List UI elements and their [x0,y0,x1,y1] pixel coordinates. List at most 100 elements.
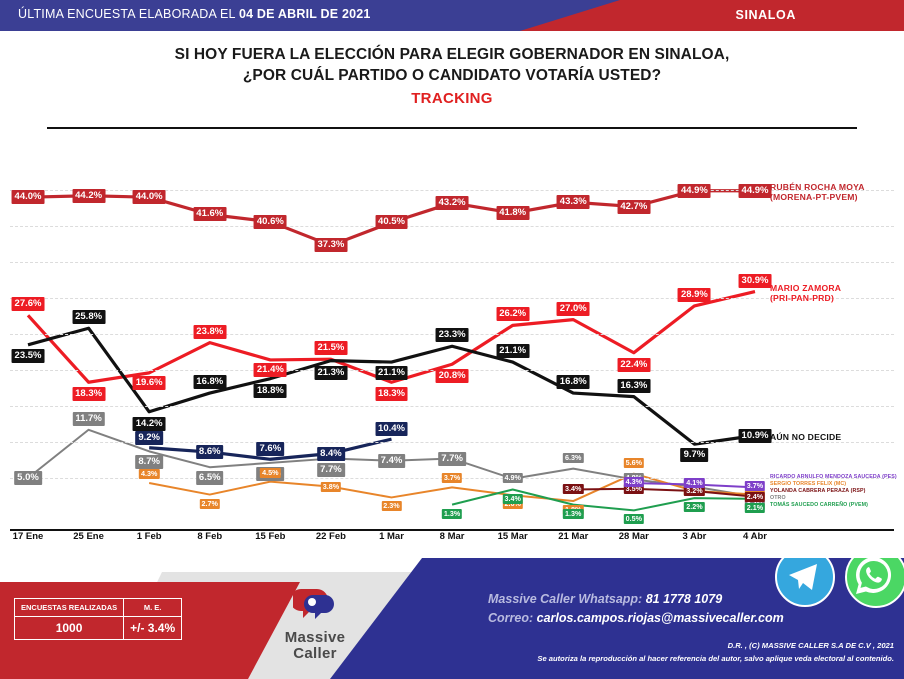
data-point-label: 2.2% [684,502,705,513]
page-title-tracking: TRACKING [411,90,493,107]
data-point-label: 3.7% [744,481,766,492]
data-point-label: 3.8% [320,481,342,492]
data-point-label: 11.7% [72,411,105,426]
minor-series-legend-label: RICARDO ARNULFO MENDOZA SAUCEDA (PES) [770,473,897,480]
data-point-label: 23.3% [435,328,469,343]
x-axis-tick-label: 22 Feb [315,531,346,542]
series-legend-name: MARIO ZAMORA [770,282,842,293]
data-point-label: 44.0% [132,190,166,205]
data-point-label: 18.3% [375,387,408,402]
tracking-line-chart: 44.0% 44.2% 44.0% 41.6% 40.6% 37.3% 40.5% 43.2%… [0,140,904,535]
chart-gridline [10,442,894,443]
series-legend-label: MARIO ZAMORA (PRI-PAN-PRD) [770,283,841,303]
whatsapp-icon[interactable] [845,558,904,608]
data-point-label: 21.1% [375,366,408,381]
chart-gridline [10,190,894,191]
data-point-label: 4.5% [260,467,281,478]
table-header-encuestas: ENCUESTAS REALIZADAS [13,598,125,617]
data-point-label: 37.3% [314,238,348,253]
x-axis-tick-label: 3 Abr [682,531,707,542]
table-row-values: 1000 +/- 3.4% [13,616,183,640]
table-value-encuestas: 1000 [13,616,125,640]
data-point-label: 19.6% [132,375,166,390]
data-point-label: 21.5% [314,341,348,356]
title-divider [47,127,857,129]
minor-series-legend-label: TOMÁS SAUCEDO CARREÑO (PVEM) [770,502,869,509]
x-axis-tick-label: 15 Mar [497,531,528,542]
chart-plot-area: 44.0% 44.2% 44.0% 41.6% 40.6% 37.3% 40.5% 43.2%… [0,140,904,535]
data-point-label: 7.4% [377,453,406,468]
x-axis-tick-label: 21 Mar [558,531,589,542]
footer-notice: Se autoriza la reproducción al hacer ref… [537,654,894,663]
series-legend-sub: (PRI-PAN-PRD) [770,292,835,303]
series-line [573,487,756,498]
data-point-label: 21.1% [496,344,530,359]
data-point-label: 16.8% [193,375,227,390]
page-title-line1: SI HOY FUERA LA ELECCIÓN PARA ELEGIR GOB… [174,46,730,63]
data-point-label: 41.8% [496,206,530,221]
x-axis-tick-label: 1 Feb [136,531,162,542]
data-point-label: 2.6% [502,499,523,510]
data-point-label: 44.9% [738,183,772,198]
x-axis-tick-label: 4 Abr [743,531,767,542]
footer-copyright: D.R. , (C) MASSIVE CALLER S.A DE C.V , 2… [727,641,894,650]
chart-title-block: SI HOY FUERA LA ELECCIÓN PARA ELEGIR GOB… [0,44,904,107]
top-header-bar: ÚLTIMA ENCUESTA ELABORADA EL 04 DE ABRIL… [0,0,904,31]
massive-caller-mark-icon [290,589,334,619]
header-blue-panel [0,0,620,31]
data-point-label: 1.3% [441,508,463,519]
data-point-label: 8.4% [317,446,345,461]
data-point-label: 41.6% [193,207,227,222]
data-point-label: 9.7% [680,448,709,463]
data-point-label: 2.3% [381,501,402,512]
series-line [27,326,756,446]
telegram-glyph-icon [789,564,817,590]
series-line [451,488,756,512]
data-point-label: 8.7% [135,455,163,470]
data-point-label: 2.4% [744,491,766,502]
data-point-label: 21.4% [253,362,287,377]
footer-whatsapp-label: Massive Caller Whatsapp: [488,592,643,606]
page-title-line2: ¿POR CUÁL PARTIDO O CANDIDATO VOTARÍA US… [242,67,662,84]
data-point-label: 43.2% [435,195,469,210]
data-point-label: 21.3% [314,365,348,380]
series-legend-label: AÚN NO DECIDE [770,432,841,442]
data-point-label: 27.0% [556,301,590,316]
chart-gridline [10,298,894,299]
x-axis-tick-label: 28 Mar [618,531,649,542]
series-line [149,437,392,461]
logo-text-massive: Massive [284,629,346,646]
header-survey-date-value: 04 DE ABRIL DE 2021 [238,7,371,21]
data-point-label: 18.3% [72,387,106,402]
data-point-label: 14.2% [132,416,166,431]
chart-x-axis-line [10,529,894,531]
chart-gridline [10,406,894,407]
data-point-label: 10.9% [738,428,772,443]
data-point-label: 3.7% [441,473,463,484]
x-axis-tick-label: 17 Ene [12,531,44,542]
data-point-label: 43.3% [556,195,590,210]
series-line [148,472,756,503]
data-point-label: 8.6% [195,445,224,460]
x-axis-tick-label: 1 Mar [379,531,404,542]
footer-whatsapp-line: Massive Caller Whatsapp: 81 1778 1079 [488,592,722,606]
data-point-label: 3.4% [563,483,584,494]
footer-mail-label: Correo: [488,611,534,625]
chart-gridline [10,262,894,263]
series-legend-label: RUBÉN ROCHA MOYA (MORENA-PT-PVEM) [770,182,865,202]
x-axis-tick-label: 8 Mar [439,531,465,542]
data-point-label: 1.3% [563,508,584,519]
data-point-label: 5.0% [14,471,42,485]
x-axis-tick-label: 15 Feb [255,531,286,542]
telegram-icon[interactable] [775,558,835,607]
whatsapp-glyph-icon [856,558,892,594]
data-point-label: 6.5% [195,471,224,486]
data-point-label: 23.8% [193,324,227,339]
data-point-label: 28.9% [677,287,711,302]
data-point-label: 22.4% [617,357,651,372]
chart-x-axis-labels: 17 Ene 25 Ene 1 Feb 8 Feb 15 Feb 22 Feb 1 Mar 8… [0,531,904,551]
data-point-label: 2.7% [199,498,220,509]
series-legend-name: RUBÉN ROCHA MOYA [770,181,865,192]
data-point-label: 44.9% [677,183,711,198]
table-value-me: +/- 3.4% [123,616,183,640]
